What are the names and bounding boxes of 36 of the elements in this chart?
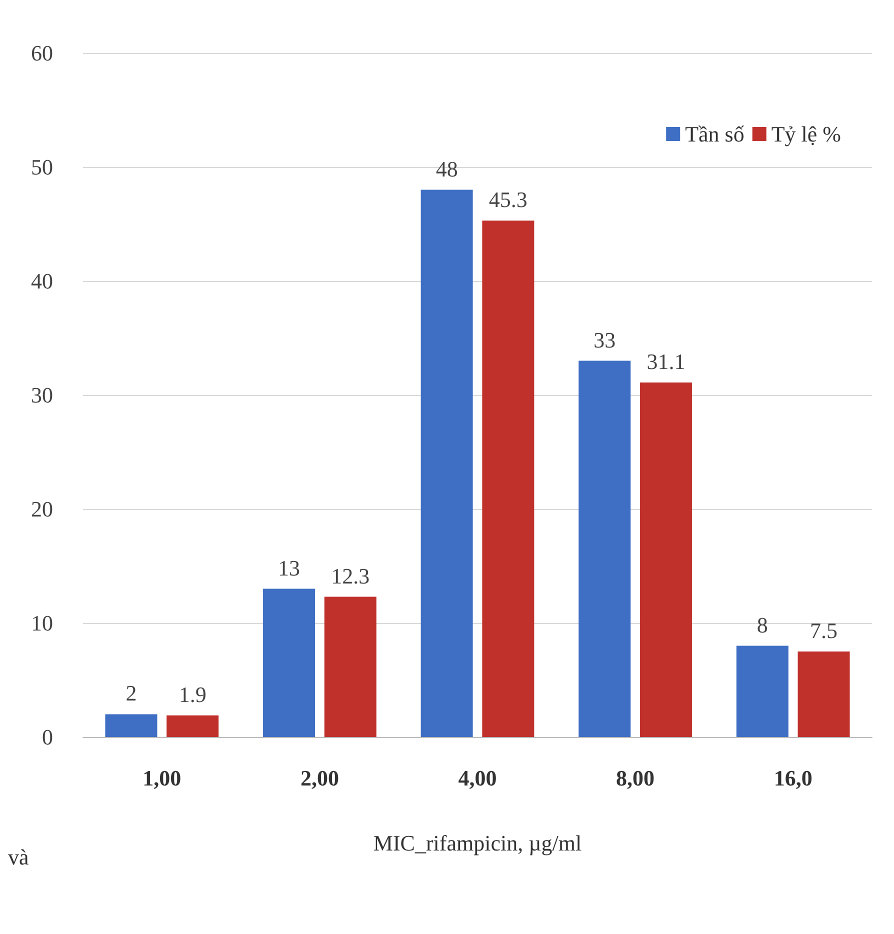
bar <box>798 652 850 737</box>
data-label: 48 <box>436 156 458 182</box>
text: và <box>8 844 29 870</box>
y-tick-label: 50 <box>31 154 53 180</box>
data-label: 13 <box>278 555 300 580</box>
y-tick-label: 0 <box>42 724 53 750</box>
bar <box>166 715 219 737</box>
x-tick-label: 8,00 <box>616 766 655 790</box>
x-tick-label: 16,0 <box>774 766 812 790</box>
data-label: 2 <box>126 680 137 706</box>
legend-label: Tỷ lệ % <box>771 122 842 146</box>
bar <box>420 190 473 737</box>
data-label: 45.3 <box>488 187 528 212</box>
data-label: 1.9 <box>178 682 206 707</box>
y-tick-label: 30 <box>31 382 53 408</box>
data-label: 7.5 <box>810 618 838 643</box>
legend-label: Tần số <box>685 122 744 146</box>
bar <box>324 596 376 737</box>
data-label: 8 <box>756 612 768 638</box>
bar <box>736 646 788 737</box>
bar <box>263 588 316 737</box>
x-tick-label: 2,00 <box>300 766 339 790</box>
data-label: 33 <box>594 327 616 352</box>
bar <box>578 360 631 737</box>
data-label: 12.3 <box>331 563 370 588</box>
x-tick-label: 4,00 <box>458 766 497 790</box>
data-label: 31.1 <box>646 348 686 374</box>
x-tick-label: 1,00 <box>142 766 182 790</box>
bar <box>482 220 534 737</box>
y-tick-label: 10 <box>31 610 53 636</box>
bar <box>640 382 692 737</box>
y-tick-label: 60 <box>31 40 53 66</box>
y-tick-label: 20 <box>31 496 53 522</box>
bar <box>105 714 158 737</box>
x-axis-title: MIC_rifampicin, µg/ml <box>373 830 582 856</box>
y-tick-label: 40 <box>31 268 53 294</box>
